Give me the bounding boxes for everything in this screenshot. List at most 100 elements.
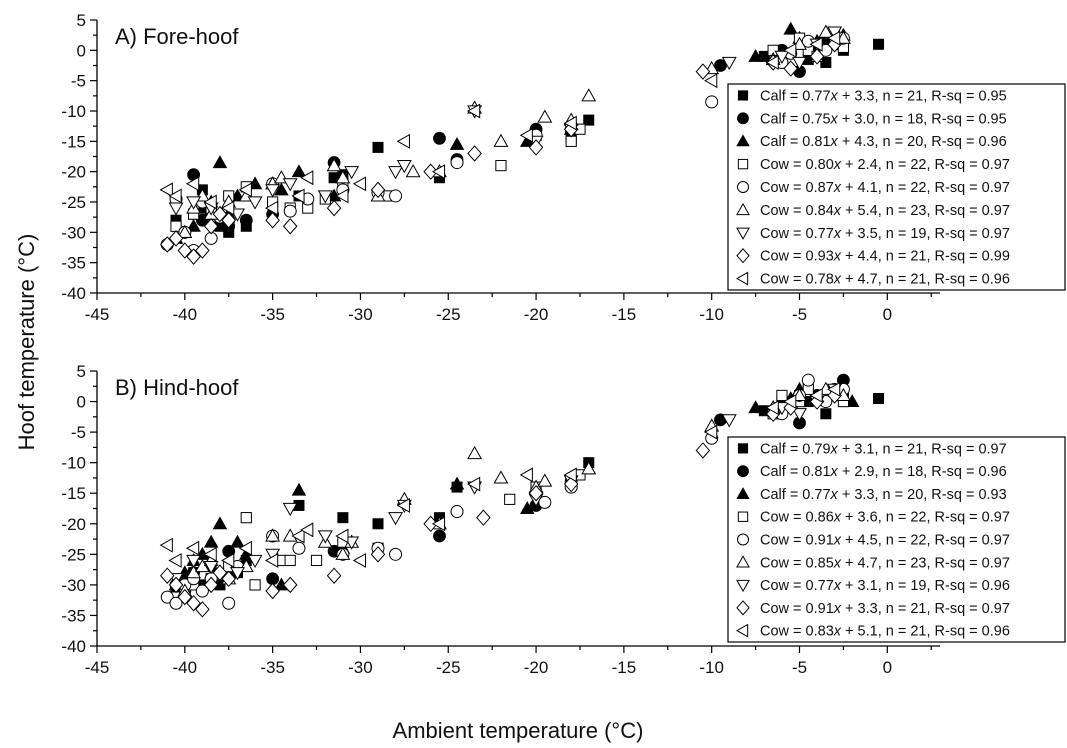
legend-entry: Cow = 0.83x + 5.1, n = 21, R-sq = 0.96: [760, 624, 1010, 640]
data-point: [168, 202, 184, 216]
data-point: [372, 141, 384, 153]
legend-marker: [736, 487, 750, 500]
data-point: [168, 552, 182, 568]
data-point: [326, 567, 342, 584]
data-point: [476, 509, 491, 526]
data-point: [405, 164, 421, 178]
data-point: [291, 528, 305, 544]
y-tick-label: 0: [77, 41, 86, 60]
data-point: [186, 248, 201, 265]
legend-entry: Calf = 0.75x + 3.0, n = 18, R-sq = 0.95: [760, 111, 1007, 127]
legend-marker: [737, 112, 749, 125]
data-point: [493, 133, 509, 147]
data-point: [230, 534, 245, 548]
legend-marker: [735, 271, 749, 286]
data-point: [873, 392, 885, 404]
data-point: [186, 196, 202, 210]
x-tick-label: -40: [173, 658, 198, 677]
legend-marker: [736, 600, 750, 616]
data-point: [389, 189, 403, 203]
series-9: [159, 30, 841, 216]
data-point: [370, 181, 386, 199]
x-tick-label: -15: [612, 305, 637, 324]
data-point: [247, 196, 263, 210]
legend-marker: [735, 623, 749, 638]
data-point: [282, 502, 298, 517]
panel-fore-hoof: -45 -40 -35 -30 -25 -20 -15 -10 -5 0 5 0 -5 -10 -15 -20…: [61, 11, 1066, 324]
data-point: [776, 389, 788, 402]
data-point: [352, 552, 367, 568]
data-point: [705, 95, 719, 109]
data-point: [159, 537, 173, 553]
y-tick-label: -20: [61, 163, 86, 182]
data-point: [809, 48, 825, 65]
data-point: [291, 482, 307, 496]
legend-entry: Cow = 0.87x + 4.1, n = 22, R-sq = 0.97: [760, 180, 1010, 196]
panel-title: B) Hind-hoof: [115, 375, 239, 400]
x-tick-label: -20: [524, 658, 549, 677]
data-point: [291, 164, 307, 178]
data-point: [282, 218, 298, 235]
data-point: [212, 564, 228, 581]
data-point: [563, 467, 577, 483]
legend-entry: Cow = 0.80x + 2.4, n = 22, R-sq = 0.97: [760, 157, 1010, 173]
legend-entry: Cow = 0.93x + 4.4, n = 21, R-sq = 0.99: [760, 249, 1010, 265]
data-point: [247, 554, 263, 569]
data-point: [537, 109, 553, 123]
x-tick-label: -30: [348, 658, 373, 677]
data-point: [265, 211, 280, 229]
y-tick-label: -30: [61, 223, 86, 242]
data-point: [704, 73, 718, 89]
data-point: [337, 512, 349, 524]
y-tick-label: -35: [61, 254, 86, 273]
data-point: [221, 200, 235, 216]
data-point: [449, 136, 465, 150]
data-point: [450, 156, 464, 170]
data-point: [335, 170, 351, 184]
data-point: [433, 529, 446, 543]
data-point: [721, 56, 737, 71]
data-point: [177, 588, 193, 606]
data-point: [282, 576, 298, 594]
y-tick-label: -5: [71, 423, 86, 442]
data-point: [820, 56, 832, 68]
x-tick-label: -5: [792, 305, 807, 324]
data-point: [238, 182, 252, 198]
data-point: [818, 24, 834, 38]
x-tick-label: -20: [524, 305, 549, 324]
data-point: [317, 530, 333, 544]
series-9: [159, 381, 841, 568]
data-point: [765, 55, 779, 70]
legend-marker: [736, 134, 750, 147]
data-point: [300, 522, 314, 538]
data-point: [230, 567, 245, 581]
y-tick-label: -25: [61, 545, 86, 564]
data-point: [466, 103, 481, 119]
data-point: [528, 484, 544, 502]
data-point: [335, 188, 349, 204]
data-point: [195, 584, 209, 598]
legend-entry: Calf = 0.79x + 3.1, n = 21, R-sq = 0.97: [760, 441, 1007, 457]
data-point: [300, 170, 314, 186]
data-point: [765, 400, 779, 416]
data-point: [467, 445, 483, 460]
data-point: [695, 442, 711, 459]
x-tick-label: -15: [612, 658, 637, 677]
data-point: [195, 242, 210, 259]
data-point: [819, 43, 833, 57]
data-point: [467, 145, 482, 162]
legend-marker: [736, 579, 750, 593]
data-point: [168, 230, 184, 247]
data-point: [186, 554, 202, 569]
data-point: [873, 38, 885, 50]
x-tick-label: -35: [260, 658, 285, 677]
legend-entry: Calf = 0.77x + 3.3, n = 20, R-sq = 0.93: [760, 487, 1007, 503]
data-point: [423, 163, 438, 180]
data-point: [537, 473, 553, 487]
data-point: [186, 594, 201, 612]
data-point: [493, 470, 509, 484]
data-point: [335, 546, 351, 560]
legend-marker: [737, 511, 749, 522]
data-point: [291, 188, 305, 204]
legend: Calf = 0.79x + 3.1, n = 21, R-sq = 0.97 C…: [727, 436, 1066, 643]
